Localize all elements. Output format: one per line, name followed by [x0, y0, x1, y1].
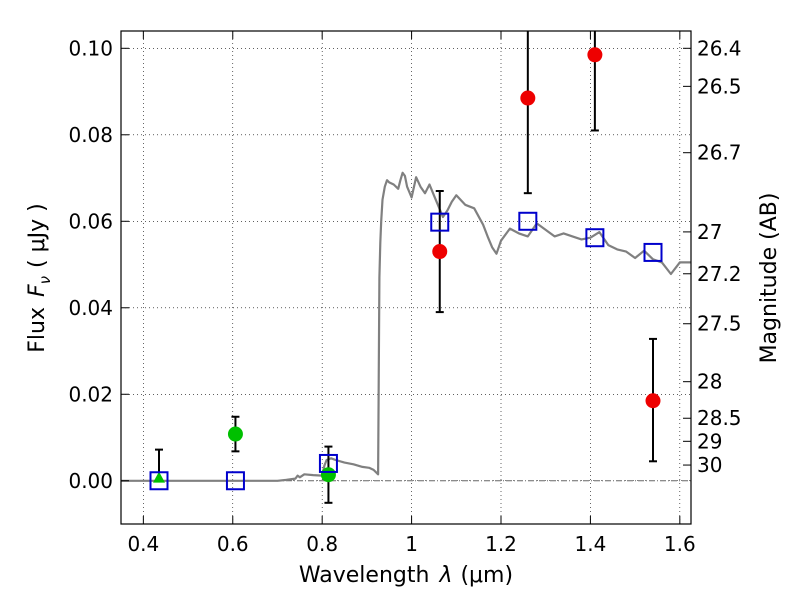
x-tick-label: 1.2: [485, 532, 517, 556]
magnitude-tick-label: 27: [697, 220, 722, 244]
model-flux-square: [318, 453, 338, 473]
model-flux-square: [149, 471, 169, 491]
model-sed-line: [121, 171, 691, 482]
model-sed-series: [121, 171, 691, 482]
x-tick-label: 1: [405, 532, 418, 556]
y-tick-label: 0.04: [68, 296, 113, 320]
red-data-point: [587, 47, 603, 63]
y-tick-label: 0.10: [68, 36, 113, 60]
y-tick-label: 0.08: [68, 123, 113, 147]
x-tick-label: 0.8: [306, 532, 338, 556]
grid: [121, 31, 691, 524]
magnitude-axis-label: Magnitude (AB): [757, 193, 782, 364]
model-flux-square: [643, 242, 663, 262]
y-tick-label: 0.06: [68, 209, 113, 233]
x-axis-ticks: 0.4 0.6 0.8 1 1.2 1.4 1.6: [127, 31, 696, 556]
x-tick-label: 1.6: [664, 532, 696, 556]
magnitude-tick-label: 27.5: [697, 312, 742, 336]
magnitude-tick-label: 27.2: [697, 262, 742, 286]
green-data-point: [227, 426, 243, 442]
model-flux-square: [518, 211, 538, 231]
x-axis-label: Wavelength λ (μm): [299, 563, 513, 588]
green-data-point: [320, 467, 336, 483]
model-flux-squares: [149, 211, 663, 491]
y-tick-label: 0.00: [68, 469, 113, 493]
y-axis-label: FluxFν( μJy ): [25, 203, 54, 352]
magnitude-tick-label: 26.7: [697, 141, 742, 165]
magnitude-tick-label: 29: [697, 429, 722, 453]
red-data-point: [645, 393, 661, 409]
x-tick-label: 0.4: [127, 532, 159, 556]
x-tick-label: 0.6: [217, 532, 249, 556]
red-data-point: [432, 244, 448, 260]
model-flux-square: [585, 228, 605, 248]
model-flux-square: [430, 212, 450, 232]
magnitude-tick-label: 26.4: [697, 36, 742, 60]
red-data-point: [520, 90, 536, 106]
y-axis-ticks: 0.00 0.02 0.04 0.06 0.08 0.10: [68, 36, 129, 493]
data-points: [153, 47, 661, 483]
model-flux-square: [225, 471, 245, 491]
plot-frame: [120, 30, 692, 525]
magnitude-tick-label: 28.5: [697, 406, 742, 430]
magnitude-tick-label: 26.5: [697, 74, 742, 98]
green-triangle-point: [153, 471, 165, 483]
magnitude-tick-label: 28: [697, 370, 722, 394]
y-tick-label: 0.02: [68, 382, 113, 406]
plot-area: [121, 31, 691, 524]
magnitude-tick-label: 30: [697, 453, 722, 477]
x-tick-label: 1.4: [575, 532, 607, 556]
